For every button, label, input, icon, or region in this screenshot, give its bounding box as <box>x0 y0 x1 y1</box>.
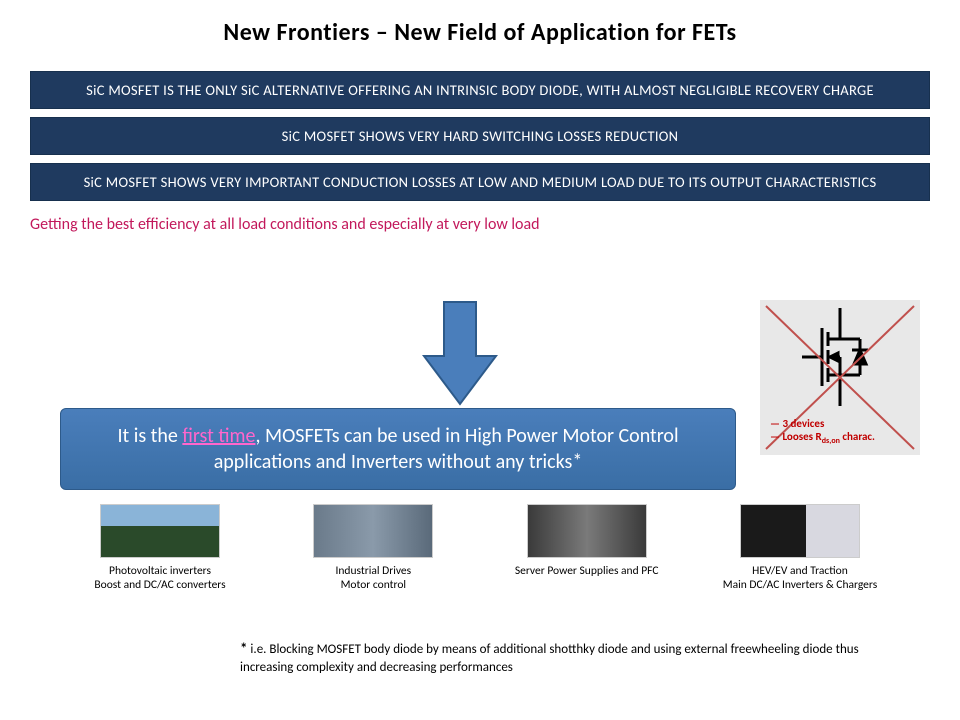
mosfet-crossed-diagram: — 3 devices — Looses Rds,on charac. <box>760 300 920 455</box>
banner-2: SiC MOSFET SHOWS VERY HARD SWITCHING LOS… <box>30 117 930 155</box>
footnote-text: i.e. Blocking MOSFET body diode by means… <box>240 642 859 675</box>
application-row: Photovoltaic invertersBoost and DC/AC co… <box>60 504 900 593</box>
callout-prefix: It is the <box>117 424 182 448</box>
callout-highlight: first time <box>182 424 255 448</box>
footnote: * i.e. Blocking MOSFET body diode by mea… <box>240 640 860 676</box>
car-train-icon <box>740 504 860 558</box>
app-server: Server Power Supplies and PFC <box>487 504 687 593</box>
motor-icon <box>313 504 433 558</box>
banner-group: SiC MOSFET IS THE ONLY SiC ALTERNATIVE O… <box>0 57 960 201</box>
app-caption: HEV/EV and TractionMain DC/AC Inverters … <box>700 564 900 593</box>
solar-panel-icon <box>100 504 220 558</box>
banner-3: SiC MOSFET SHOWS VERY IMPORTANT CONDUCTI… <box>30 163 930 201</box>
callout-suffix: , MOSFETs can be used in High Power Moto… <box>214 424 679 474</box>
page-title: New Frontiers – New Field of Application… <box>0 0 960 57</box>
app-photovoltaic: Photovoltaic invertersBoost and DC/AC co… <box>60 504 260 593</box>
banner-1: SiC MOSFET IS THE ONLY SiC ALTERNATIVE O… <box>30 71 930 109</box>
main-callout: It is the first time, MOSFETs can be use… <box>60 408 736 490</box>
app-hev: HEV/EV and TractionMain DC/AC Inverters … <box>700 504 900 593</box>
down-arrow-icon <box>420 298 500 408</box>
efficiency-note: Getting the best efficiency at all load … <box>0 209 960 234</box>
app-caption: Server Power Supplies and PFC <box>487 564 687 578</box>
server-rack-icon <box>527 504 647 558</box>
app-industrial: Industrial DrivesMotor control <box>273 504 473 593</box>
app-caption: Photovoltaic invertersBoost and DC/AC co… <box>60 564 260 593</box>
app-caption: Industrial DrivesMotor control <box>273 564 473 593</box>
mosfet-caption: — 3 devices — Looses Rds,on charac. <box>770 417 912 447</box>
